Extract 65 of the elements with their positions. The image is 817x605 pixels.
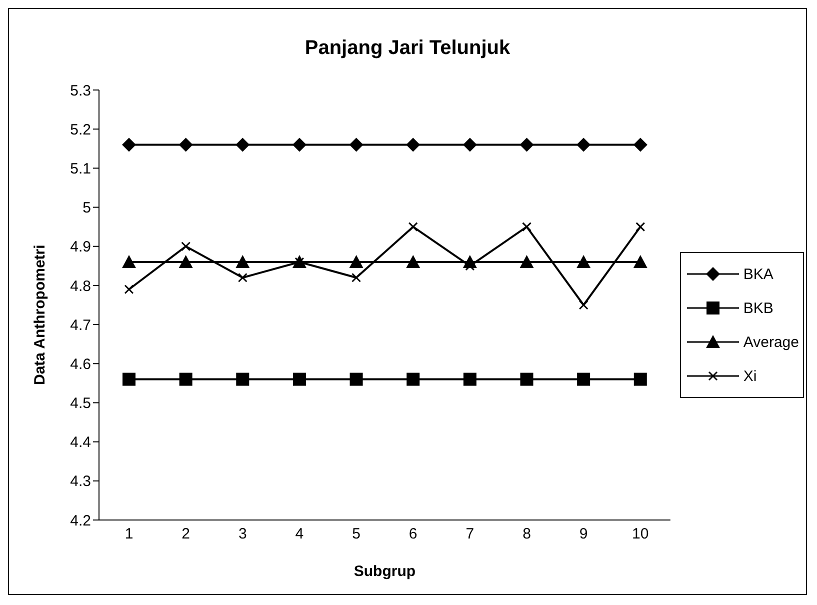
point: [462, 138, 477, 152]
legend-label: Xi: [743, 368, 757, 384]
x-tick-label: 3: [238, 526, 247, 543]
x-tick-label: 1: [124, 526, 134, 543]
point: [578, 300, 588, 310]
x-tick-label: 6: [408, 526, 418, 543]
legend-label: Average: [743, 334, 799, 350]
point: [181, 242, 191, 252]
point: [236, 138, 250, 152]
x-axis-title: Subgrup: [354, 563, 416, 580]
y-tick-label: 4.7: [70, 316, 91, 334]
point: [236, 372, 250, 386]
y-tick-label: 4.8: [70, 278, 91, 295]
point: [352, 272, 362, 282]
point: [122, 372, 136, 386]
point: [463, 372, 476, 386]
x-tick-label: 4: [295, 526, 304, 543]
y-tick-label: 4.4: [70, 434, 91, 452]
y-tick-label: 4.5: [70, 395, 91, 412]
x-tick-label: 7: [466, 526, 474, 543]
legend-label: BKA: [743, 266, 774, 282]
point: [122, 138, 136, 152]
point: [292, 372, 306, 386]
point: [406, 138, 420, 152]
point: [576, 138, 591, 152]
x-tick-label: 5: [352, 526, 360, 543]
point: [349, 138, 364, 152]
y-tick-label: 5.3: [70, 82, 91, 100]
point: [349, 255, 364, 268]
point: [634, 372, 647, 386]
x-tick-label: 2: [182, 526, 190, 543]
x-tick-label: 10: [632, 526, 649, 543]
point: [520, 255, 534, 268]
point: [178, 255, 193, 268]
point: [406, 255, 420, 268]
point: [350, 372, 363, 386]
point: [576, 255, 591, 268]
point: [406, 372, 420, 386]
point: [292, 138, 306, 152]
y-tick-label: 4.3: [70, 473, 91, 490]
point: [522, 222, 532, 232]
y-axis-title: Data Anthropometri: [31, 244, 48, 385]
point: [636, 222, 646, 232]
point: [238, 272, 248, 282]
y-tick-label: 5.2: [70, 121, 91, 138]
point: [520, 372, 534, 386]
legend-label: BKB: [743, 300, 774, 316]
point: [633, 138, 648, 152]
y-tick-label: 5.1: [70, 160, 91, 178]
point: [178, 138, 193, 152]
y-tick-label: 4.2: [70, 512, 91, 530]
y-tick-label: 5: [82, 200, 91, 217]
y-tick-label: 4.9: [70, 238, 91, 256]
chart-title: Panjang Jari Telunjuk: [304, 37, 512, 60]
point: [179, 372, 192, 386]
point: [124, 284, 134, 294]
x-tick-label: 9: [579, 526, 588, 543]
point: [236, 255, 250, 268]
y-tick-label: 4.6: [70, 356, 91, 373]
point: [577, 372, 590, 386]
point: [633, 255, 648, 268]
point: [122, 255, 136, 268]
x-tick-label: 8: [522, 526, 531, 543]
point: [520, 138, 534, 152]
point: [408, 222, 418, 232]
